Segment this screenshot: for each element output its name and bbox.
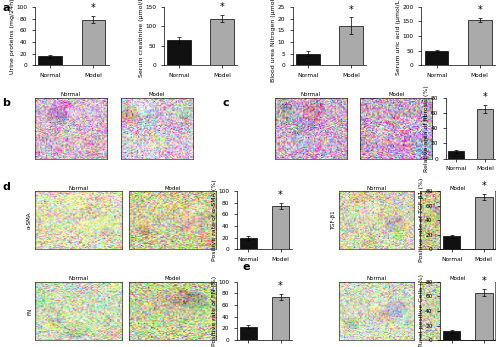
- Bar: [443, 236, 460, 249]
- Title: Normal: Normal: [68, 186, 88, 191]
- Title: Model: Model: [164, 186, 181, 191]
- Title: Normal: Normal: [61, 92, 81, 97]
- Bar: [240, 238, 257, 249]
- Bar: [468, 20, 491, 65]
- Bar: [272, 297, 289, 340]
- Text: *: *: [482, 181, 486, 191]
- Text: a: a: [2, 3, 10, 14]
- Y-axis label: Positive rate of TGF-β1 (%): Positive rate of TGF-β1 (%): [418, 178, 424, 262]
- Text: *: *: [482, 92, 487, 102]
- Bar: [477, 109, 493, 159]
- Text: *: *: [91, 3, 96, 13]
- Text: c: c: [222, 98, 229, 108]
- Text: *: *: [478, 5, 482, 15]
- Bar: [448, 151, 464, 159]
- Text: *: *: [220, 2, 224, 12]
- Title: Normal: Normal: [300, 92, 320, 97]
- Title: Normal: Normal: [68, 277, 88, 281]
- Y-axis label: Serum creatinine (μmol/L): Serum creatinine (μmol/L): [138, 0, 143, 77]
- Title: Model: Model: [164, 277, 181, 281]
- Text: *: *: [278, 281, 283, 291]
- Y-axis label: Urine proteins (mg/24h): Urine proteins (mg/24h): [10, 0, 15, 74]
- Text: *: *: [348, 5, 354, 15]
- Y-axis label: α-SMA: α-SMA: [27, 212, 32, 229]
- Bar: [210, 19, 234, 65]
- Y-axis label: Blood urea Nitrogen (μmol/L): Blood urea Nitrogen (μmol/L): [271, 0, 276, 82]
- Bar: [38, 57, 62, 65]
- Text: e: e: [242, 262, 250, 272]
- Title: Model: Model: [148, 92, 165, 97]
- Bar: [272, 206, 289, 249]
- Y-axis label: TGF-β1: TGF-β1: [332, 211, 336, 230]
- Text: *: *: [278, 190, 283, 200]
- Title: Model: Model: [450, 186, 466, 191]
- Bar: [475, 293, 492, 340]
- Bar: [475, 197, 492, 249]
- Y-axis label: Positive rate of α-SMA (%): Positive rate of α-SMA (%): [212, 179, 217, 261]
- Y-axis label: FN: FN: [27, 307, 32, 315]
- Y-axis label: Relative area of fibrosis (%): Relative area of fibrosis (%): [424, 85, 430, 171]
- Text: b: b: [2, 98, 10, 108]
- Title: Normal: Normal: [366, 277, 386, 281]
- Bar: [82, 20, 106, 65]
- Bar: [424, 51, 448, 65]
- Title: Model: Model: [388, 92, 404, 97]
- Y-axis label: Tunel positive Cells (%): Tunel positive Cells (%): [418, 274, 424, 347]
- Text: d: d: [2, 182, 10, 192]
- Bar: [296, 53, 320, 65]
- Bar: [240, 327, 257, 340]
- Bar: [339, 26, 363, 65]
- Y-axis label: Positive rate of FN (%): Positive rate of FN (%): [212, 276, 217, 346]
- Text: *: *: [482, 276, 486, 286]
- Bar: [443, 331, 460, 340]
- Bar: [167, 40, 191, 65]
- Y-axis label: Serum uric acid (μmol/L): Serum uric acid (μmol/L): [396, 0, 401, 75]
- Title: Normal: Normal: [366, 186, 386, 191]
- Title: Model: Model: [450, 277, 466, 281]
